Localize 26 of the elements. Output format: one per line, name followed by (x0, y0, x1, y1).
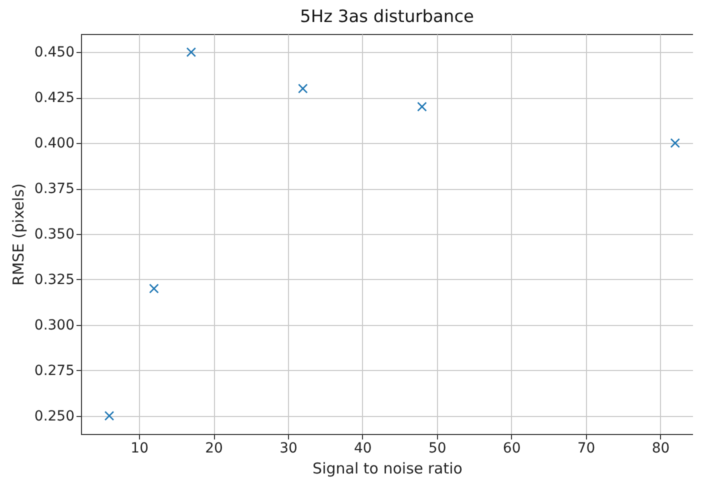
point (104, 410, 114, 421)
x-tick-label: 70 (577, 440, 596, 456)
point (417, 102, 427, 112)
x-tick-label: 80 (652, 440, 670, 456)
y-tick-label: 0.275 (34, 362, 74, 379)
x-tick-label: 50 (428, 440, 446, 456)
y-axis-title: RMSE (pixels) (9, 183, 28, 286)
point (670, 138, 680, 148)
x-tick-label: 40 (354, 440, 372, 456)
y-tick-label: 0.400 (34, 136, 74, 152)
y-tick-label: 0.250 (34, 408, 74, 424)
point (186, 47, 196, 58)
x-tick-label: 20 (205, 440, 223, 456)
x-tick-label: 30 (280, 440, 298, 456)
y-tick-label: 0.325 (34, 272, 74, 288)
y-tick-label: 0.375 (34, 181, 74, 198)
x-tick-label: 10 (130, 440, 148, 456)
point (298, 84, 308, 94)
y-tick-label: 0.300 (34, 317, 74, 334)
x-tick-label: 60 (502, 440, 521, 456)
x-axis-title: Signal to noise ratio (312, 460, 462, 478)
y-tick-label: 0.350 (34, 226, 74, 242)
chart-title: 5Hz 3as disturbance (300, 7, 474, 27)
y-tick-label: 0.450 (34, 44, 74, 61)
point (149, 284, 159, 294)
y-tick-label: 0.425 (34, 90, 74, 106)
